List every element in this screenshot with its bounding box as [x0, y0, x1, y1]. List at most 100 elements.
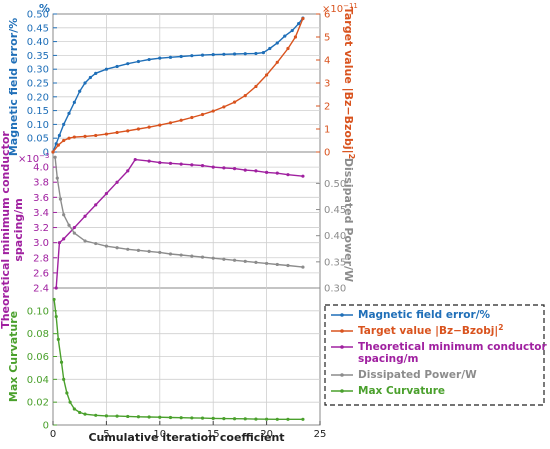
- series-point-3: [53, 155, 57, 159]
- series-point-3: [254, 260, 258, 264]
- series-point-1: [265, 73, 269, 77]
- series-point-4: [211, 416, 215, 420]
- tick-label-right: 5: [324, 33, 330, 44]
- legend-entry-sup: 2: [498, 323, 503, 332]
- series-point-0: [254, 51, 258, 56]
- series-point-0: [78, 89, 82, 93]
- tick-label-right: 0.30: [324, 284, 346, 295]
- legend-entry-text: Target value |Bz−Bzobj|: [358, 325, 498, 337]
- series-point-0: [104, 67, 108, 71]
- tick-label-left: 0.30: [27, 65, 49, 76]
- panel-frame-middle: [52, 151, 321, 289]
- series-point-4: [200, 416, 205, 420]
- series-point-1: [51, 150, 55, 154]
- series-point-2: [211, 165, 215, 169]
- series-point-0: [211, 52, 215, 57]
- tick-label-right: 0.40: [324, 231, 346, 242]
- series-point-0: [179, 54, 183, 59]
- tick-label-left: 0: [43, 148, 49, 159]
- series-point-0: [115, 64, 119, 69]
- series-point-4: [301, 417, 305, 421]
- legend-swatch-marker-2: [340, 345, 344, 349]
- target-label-main: Target value |Bz−Bzobj|: [342, 7, 355, 154]
- series-point-1: [222, 105, 226, 109]
- series-point-4: [115, 414, 119, 418]
- series-point-2: [200, 164, 205, 168]
- series-point-2: [104, 191, 108, 196]
- tick-label-left: 0.40: [27, 37, 49, 48]
- exponent-base: ×10: [18, 154, 39, 165]
- series-point-3: [72, 231, 76, 235]
- series-point-3: [58, 197, 63, 201]
- series-point-3: [190, 254, 194, 258]
- series-line-4: [53, 299, 303, 420]
- tick-label-right: 0: [324, 148, 330, 159]
- series-point-1: [136, 127, 141, 131]
- tick-label-left: 0.10: [27, 306, 49, 317]
- series-point-0: [94, 71, 98, 75]
- series-point-1: [232, 100, 237, 104]
- series-point-0: [147, 57, 151, 62]
- legend-entry-2-line2: spacing/m: [358, 353, 419, 365]
- series-point-0: [283, 34, 287, 38]
- series-point-0: [158, 56, 162, 60]
- series-point-1: [254, 84, 258, 89]
- series-point-3: [168, 252, 173, 256]
- series-point-1: [293, 35, 298, 39]
- tick-label-left: 0.35: [27, 51, 49, 62]
- series-point-0: [243, 52, 247, 56]
- series-point-0: [88, 75, 92, 80]
- series-point-4: [243, 417, 247, 421]
- series-point-1: [126, 129, 130, 133]
- series-point-3: [265, 261, 269, 266]
- series-point-2: [254, 169, 258, 173]
- tick-label-left: 0.45: [27, 23, 49, 34]
- series-point-4: [56, 337, 60, 341]
- series-point-4: [59, 360, 64, 364]
- tick-label-right: 6: [324, 10, 330, 21]
- exponent-base: ×10: [322, 4, 343, 15]
- series-point-3: [275, 262, 279, 267]
- series-point-1: [190, 115, 194, 120]
- tick-label-left: 2.8: [33, 253, 49, 264]
- series-point-2: [301, 174, 305, 178]
- series-point-3: [232, 258, 237, 262]
- series-point-1: [67, 136, 71, 140]
- legend-entry-4: Max Curvature: [358, 385, 445, 397]
- legend-entry-text: Theoretical minimum conductor: [358, 341, 547, 353]
- series-point-1: [83, 134, 87, 138]
- y-axis-label-target-value: Target value |Bz−Bzobj|2: [342, 7, 357, 159]
- exponent-power: −11: [343, 2, 358, 10]
- series-point-4: [104, 414, 108, 418]
- legend-swatch-marker-3: [340, 373, 344, 377]
- series-point-1: [211, 109, 215, 113]
- series-point-0: [232, 52, 237, 56]
- series-point-0: [290, 28, 294, 33]
- series-point-1: [179, 118, 183, 122]
- series-point-3: [62, 213, 66, 217]
- series-point-1: [200, 112, 205, 117]
- tick-label-left: 0.08: [27, 329, 49, 340]
- series-point-4: [136, 415, 141, 419]
- series-point-1: [94, 133, 98, 138]
- legend-swatch-marker-1: [340, 329, 344, 333]
- series-point-3: [179, 253, 183, 257]
- tick-label-left: 0.20: [27, 92, 49, 103]
- series-point-3: [136, 248, 141, 252]
- series-point-0: [297, 22, 301, 26]
- tick-label-x: 25: [314, 429, 327, 440]
- tick-label-right: 1: [324, 125, 330, 136]
- series-point-3: [200, 255, 205, 259]
- series-point-1: [147, 125, 151, 129]
- series-point-1: [243, 94, 247, 98]
- series-point-4: [72, 407, 76, 411]
- tick-label-left: 3.4: [33, 208, 49, 219]
- series-point-4: [222, 417, 226, 421]
- tick-label-x: 15: [207, 429, 220, 440]
- series-point-4: [147, 415, 151, 419]
- series-point-0: [190, 54, 194, 58]
- series-point-4: [54, 314, 58, 319]
- tick-label-right: 2: [324, 102, 330, 113]
- series-point-0: [67, 111, 71, 115]
- series-point-4: [275, 417, 279, 421]
